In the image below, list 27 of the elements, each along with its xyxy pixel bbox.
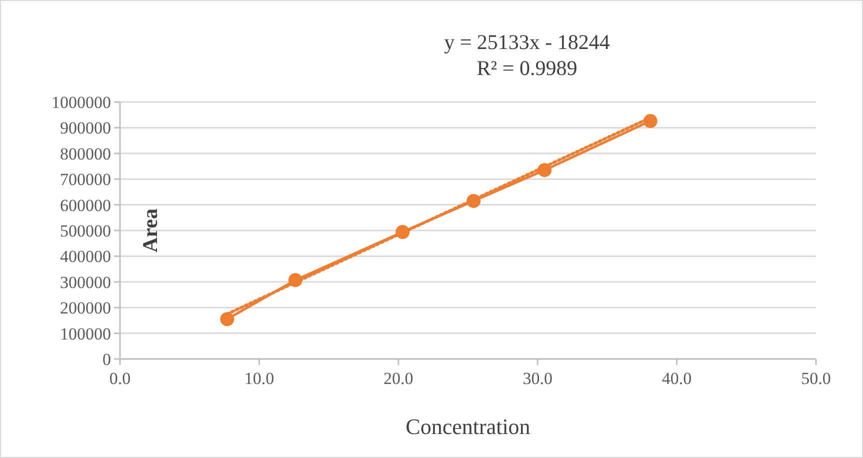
point <box>643 114 658 128</box>
point <box>538 163 552 178</box>
x-axis-title: Concentration <box>406 414 530 439</box>
y-tick-label: 1000000 <box>52 92 111 112</box>
x-tick-label: 40.0 <box>662 369 692 388</box>
y-tick-label: 800000 <box>60 144 111 164</box>
x-tick-label: 30.0 <box>522 369 552 388</box>
point <box>396 225 410 240</box>
point <box>288 273 302 288</box>
text: R² = 0.9989 <box>476 56 578 80</box>
x-tick-label: 50.0 <box>801 369 831 388</box>
x-tick-label: 10.0 <box>244 369 274 388</box>
y-tick-label: 600000 <box>60 196 111 215</box>
x-tick-label: 0.0 <box>109 369 131 388</box>
y-tick-label: 400000 <box>60 247 111 266</box>
y-tick-label: 900000 <box>60 118 111 138</box>
y-tick-label: 700000 <box>60 170 111 190</box>
y-tick-label: 100000 <box>60 324 111 344</box>
y-axis-title: Area <box>138 208 162 252</box>
x-tick-label: 20.0 <box>384 369 414 388</box>
point <box>220 312 234 326</box>
point <box>466 194 481 208</box>
y-tick-label: 500000 <box>60 221 111 240</box>
y-tick-label: 300000 <box>60 272 111 292</box>
text: y = 25133x - 18244 <box>444 30 610 54</box>
y-tick-label: 0 <box>102 350 111 369</box>
y-tick-label: 200000 <box>60 298 111 318</box>
